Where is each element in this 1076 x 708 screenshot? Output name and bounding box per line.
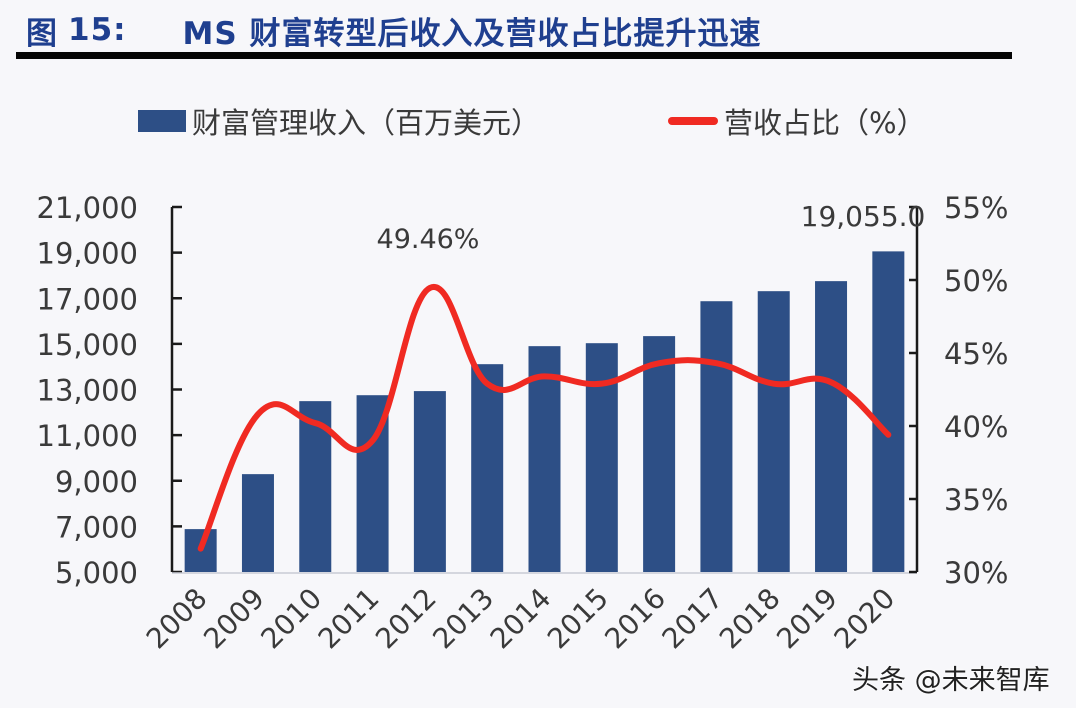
left-axis-tick-label: 7,000: [55, 510, 138, 544]
last-bar-data-label: 19,055.0: [801, 200, 926, 233]
right-axis-tick-label: 40%: [944, 410, 1008, 444]
bar-swatch-icon: [138, 110, 186, 132]
right-axis: 30% 35% 40% 45% 50% 55%: [909, 191, 1008, 590]
chart-title: 图 15: MS 财富转型后收入及营收占比提升迅速: [26, 8, 762, 52]
right-axis-tick-label: 50%: [944, 264, 1008, 298]
x-axis-tick-label: 2017: [656, 582, 730, 656]
left-axis-tick-label: 15,000: [37, 328, 138, 362]
peak-data-label: 49.46%: [377, 224, 480, 255]
legend-label-share: 营收占比（%）: [724, 106, 926, 140]
left-axis-tick-label: 13,000: [37, 374, 138, 408]
x-axis-tick-label: 2010: [254, 582, 328, 656]
x-axis-tick-label: 2008: [140, 582, 214, 656]
right-axis-tick-label: 35%: [944, 483, 1008, 517]
revenue-bar: [643, 336, 676, 572]
left-axis-tick-label: 11,000: [37, 419, 138, 453]
legend-label-revenue: 财富管理收入（百万美元）: [192, 106, 541, 140]
revenue-bar: [757, 291, 790, 572]
x-axis-tick-label: 2020: [828, 582, 902, 656]
left-axis-tick-label: 19,000: [37, 237, 138, 271]
title-text: MS 财富转型后收入及营收占比提升迅速: [182, 15, 762, 52]
x-axis-tick-label: 2016: [598, 582, 672, 656]
left-axis-tick-label: 17,000: [37, 282, 138, 316]
x-axis-labels: 2008200920102011201220132014201520162017…: [140, 582, 901, 656]
right-axis-tick-label: 55%: [944, 191, 1008, 225]
right-axis-tick-label: 30%: [944, 556, 1008, 590]
right-axis-tick-label: 45%: [944, 337, 1008, 371]
revenue-bar: [872, 251, 905, 573]
x-axis-tick-label: 2019: [770, 582, 844, 656]
x-axis-tick-label: 2013: [426, 582, 500, 656]
line-swatch-icon: [668, 117, 719, 125]
x-axis-tick-label: 2009: [197, 582, 271, 656]
revenue-bar: [585, 343, 618, 572]
legend-item-share: 营收占比（%）: [540, 100, 926, 142]
revenue-bar: [528, 346, 561, 572]
x-axis-tick-label: 2014: [484, 582, 558, 656]
revenue-bar: [241, 474, 274, 572]
revenue-bar: [815, 281, 848, 572]
watermark: 头条 @未来智库: [852, 665, 1050, 696]
revenue-bar: [700, 301, 733, 572]
left-axis-tick-label: 9,000: [55, 465, 138, 499]
x-axis-tick-label: 2015: [541, 582, 615, 656]
title-prefix: 图: [26, 15, 58, 52]
revenue-bar: [413, 391, 446, 572]
left-axis-tick-label: 21,000: [37, 191, 138, 225]
x-axis-tick-label: 2018: [713, 582, 787, 656]
x-axis-tick-label: 2012: [369, 582, 443, 656]
x-axis-tick-label: 2011: [312, 582, 386, 656]
left-axis-tick-label: 5,000: [55, 556, 138, 590]
title-number: 15:: [68, 12, 127, 48]
legend: 财富管理收入（百万美元） 营收占比（%）: [138, 100, 926, 142]
revenue-bar: [471, 364, 504, 572]
title-rule: [16, 52, 1012, 59]
share-line: [197, 284, 892, 552]
left-axis: 5,000 7,000 9,000 11,000 13,000 15,000 17,000 1…: [37, 191, 917, 590]
legend-item-revenue: 财富管理收入（百万美元）: [138, 100, 540, 142]
